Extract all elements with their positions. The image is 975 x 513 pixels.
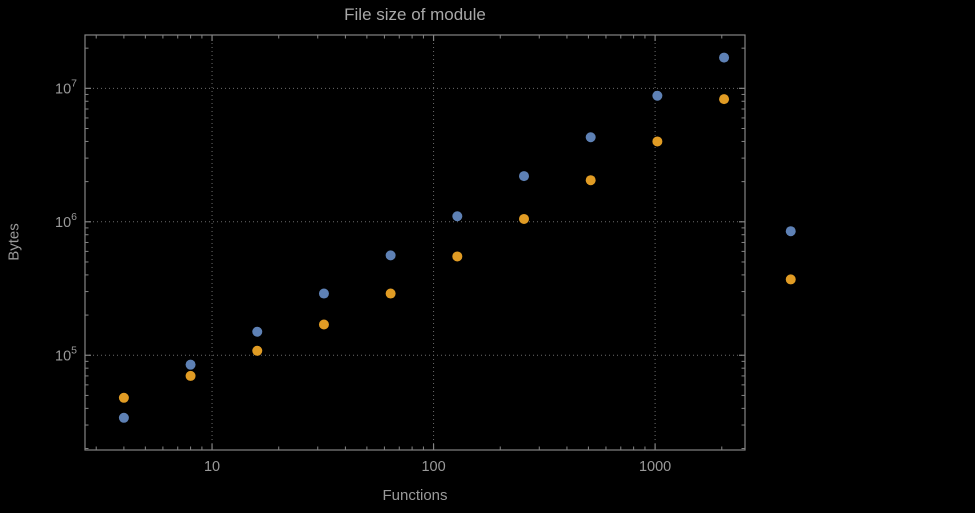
data-point-orange: [385, 288, 396, 299]
data-point-blue: [519, 171, 530, 182]
data-point-blue: [385, 250, 396, 261]
data-point-orange: [785, 274, 796, 285]
data-point-blue: [252, 326, 263, 337]
data-point-blue: [452, 211, 463, 222]
data-point-blue: [318, 288, 329, 299]
y-tick-label: 107: [55, 77, 77, 97]
y-tick-label: 106: [55, 211, 77, 231]
data-point-blue: [785, 226, 796, 237]
x-tick-label: 10: [204, 459, 220, 475]
x-tick-label: 1000: [639, 459, 671, 475]
data-point-orange: [585, 175, 596, 186]
y-tick-label: 105: [55, 344, 77, 364]
data-point-blue: [118, 412, 129, 423]
data-point-orange: [652, 136, 663, 147]
data-point-blue: [719, 52, 730, 63]
plot-frame: [84, 34, 746, 451]
data-point-orange: [452, 251, 463, 262]
x-axis-label: Functions: [382, 487, 448, 504]
data-point-orange: [185, 370, 196, 381]
data-point-orange: [719, 94, 730, 105]
data-point-orange: [318, 319, 329, 330]
data-point-orange: [519, 213, 530, 224]
data-point-blue: [585, 132, 596, 143]
x-tick-label: 100: [421, 459, 445, 475]
data-point-blue: [185, 359, 196, 370]
data-point-orange: [118, 392, 129, 403]
y-axis-label: Bytes: [5, 223, 23, 261]
data-point-blue: [652, 90, 663, 101]
chart-title: File size of module: [344, 5, 486, 24]
data-point-orange: [252, 345, 263, 356]
